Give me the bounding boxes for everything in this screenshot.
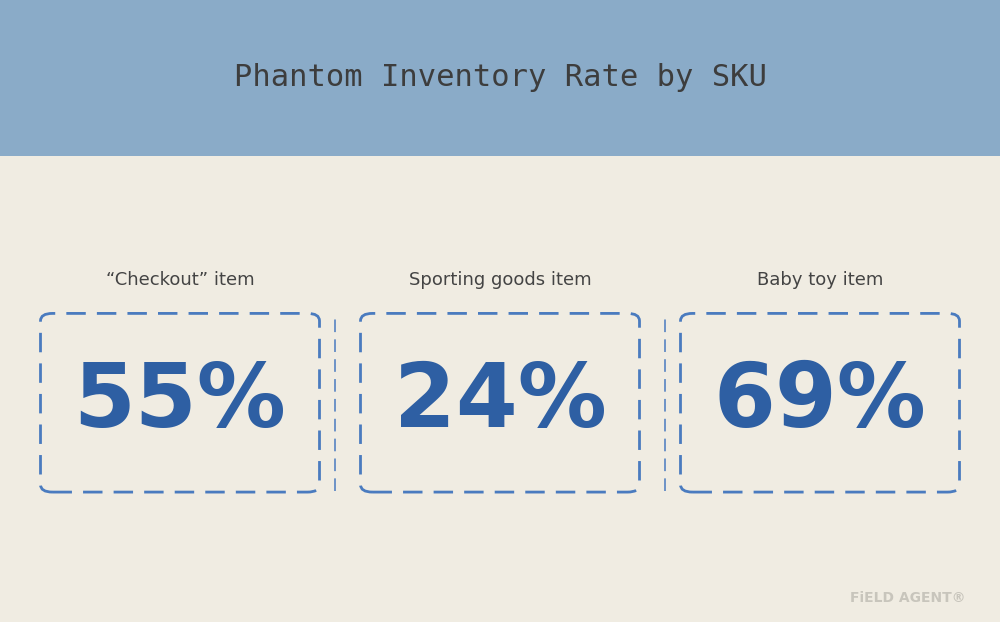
Text: Sporting goods item: Sporting goods item [409,271,591,289]
Text: FiELD AGENT®: FiELD AGENT® [850,592,965,605]
FancyBboxPatch shape [0,0,1000,156]
Text: 69%: 69% [714,360,926,446]
Text: “Checkout” item: “Checkout” item [106,271,254,289]
Text: Baby toy item: Baby toy item [757,271,883,289]
Text: Phantom Inventory Rate by SKU: Phantom Inventory Rate by SKU [234,63,766,92]
Text: 55%: 55% [74,360,286,446]
Text: 24%: 24% [394,360,606,446]
